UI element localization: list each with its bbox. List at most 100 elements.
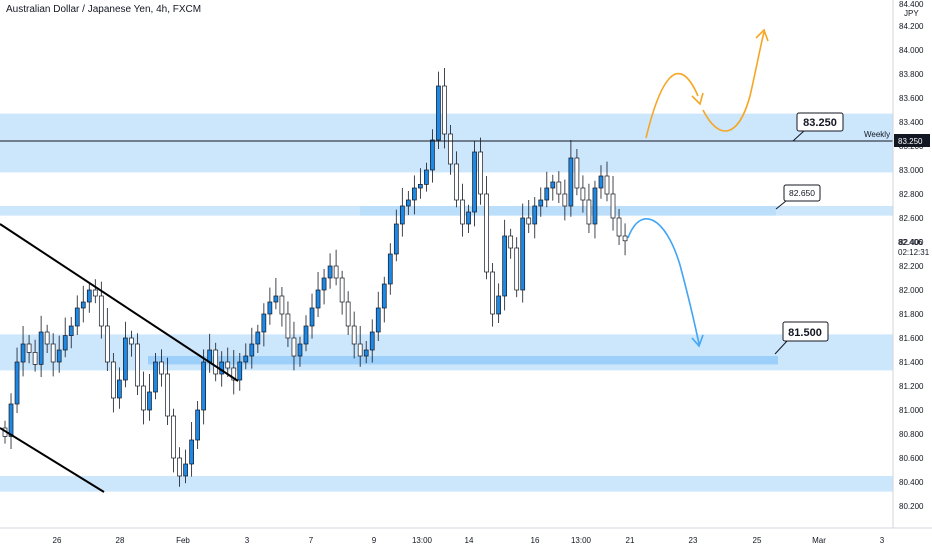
- weekly-label: Weekly: [864, 130, 890, 139]
- candle-67: [405, 191, 411, 215]
- candle-body: [26, 343, 32, 353]
- candle-24: [147, 374, 152, 421]
- candle-body: [399, 205, 405, 225]
- candle-48: [291, 321, 297, 371]
- orange-arrowhead-2: [755, 28, 769, 42]
- candle-body: [98, 295, 104, 327]
- candle-body: [165, 373, 170, 417]
- candle-body: [86, 289, 92, 303]
- candle-body: [111, 361, 116, 399]
- candle-80: [484, 176, 489, 280]
- candle-body: [201, 361, 207, 411]
- candle-6: [38, 315, 44, 377]
- candle-body: [430, 139, 435, 171]
- price-tick-2: 83.800: [899, 70, 924, 79]
- price-tick-16: 81.000: [899, 406, 924, 415]
- candle-body: [574, 157, 580, 189]
- candle-25: [153, 353, 158, 400]
- candle-29: [177, 447, 182, 487]
- candle-101: [610, 176, 616, 231]
- zone-81500-band: [148, 356, 778, 365]
- candle-body: [424, 169, 429, 185]
- candle-body: [369, 331, 375, 351]
- candle-14: [86, 282, 92, 313]
- time-tick-13: Mar: [812, 536, 826, 545]
- candle-body: [171, 415, 176, 459]
- candle-body: [249, 343, 255, 357]
- candle-50: [303, 315, 309, 352]
- candle-body: [309, 307, 315, 327]
- candle-53: [321, 269, 327, 305]
- candle-body: [14, 361, 20, 405]
- level-callouts: 83.250 Weekly 82.650 81.500: [774, 112, 890, 355]
- upper-channel-line[interactable]: [0, 223, 239, 382]
- countdown-label: 02:12:31: [898, 248, 930, 257]
- candle-9: [56, 335, 62, 373]
- price-tick-4: 83.400: [899, 118, 924, 127]
- price-tick-1: 84.000: [899, 46, 924, 55]
- zone-3[interactable]: [0, 476, 893, 492]
- candle-46: [279, 287, 285, 327]
- time-tick-3: 3: [245, 536, 250, 545]
- zone-2[interactable]: [0, 334, 893, 371]
- candle-88: [532, 197, 538, 239]
- candle-32: [195, 401, 200, 449]
- callout-box-82650[interactable]: [783, 184, 821, 202]
- price-tick-9: 82.400: [899, 238, 924, 247]
- candle-2: [14, 347, 20, 413]
- candle-60: [363, 341, 369, 364]
- candle-body: [550, 181, 556, 189]
- time-tick-14: 3: [880, 536, 885, 545]
- candle-body: [243, 355, 249, 363]
- candle-body: [291, 337, 297, 357]
- callout-box-81500[interactable]: [782, 321, 829, 342]
- candle-body: [478, 151, 483, 195]
- candle-body: [195, 409, 200, 441]
- candle-10: [62, 317, 68, 358]
- candle-body: [80, 301, 86, 309]
- orange-arrow-up-1[interactable]: [645, 72, 699, 139]
- candle-54: [327, 253, 333, 289]
- candle-99: [598, 165, 604, 199]
- candle-76: [460, 183, 465, 237]
- price-axis[interactable]: 84.400 JPY 84.200 84.000 83.800 83.600 83.40…: [892, 0, 930, 528]
- candle-68: [412, 175, 417, 215]
- blue-arrow-down[interactable]: [627, 218, 700, 345]
- lower-channel-line[interactable]: [0, 427, 105, 493]
- time-axis[interactable]: 26 28 Feb 3 7 9 13:00 14 16 13:00 21 23 25 Mar 3: [0, 527, 932, 545]
- candle-43: [261, 303, 267, 347]
- candle-59: [357, 326, 363, 367]
- candle-body: [153, 361, 158, 393]
- candle-body: [20, 343, 26, 363]
- candle-37: [225, 347, 231, 377]
- candle-body: [520, 217, 526, 291]
- candle-body: [44, 331, 50, 345]
- candle-11: [68, 317, 74, 349]
- candle-69: [418, 168, 423, 199]
- candle-body: [267, 301, 273, 315]
- candle-body: [231, 367, 237, 381]
- candle-body: [472, 151, 477, 213]
- candle-body: [580, 187, 586, 201]
- orange-arrowhead-1: [691, 92, 704, 106]
- orange-arrow-up-2[interactable]: [702, 31, 765, 132]
- candle-89: [538, 187, 544, 217]
- candle-body: [381, 283, 387, 309]
- candle-94: [568, 140, 574, 217]
- callout-box-83250[interactable]: [796, 112, 844, 132]
- candle-18: [111, 353, 116, 413]
- candle-92: [556, 171, 562, 203]
- candle-body: [123, 337, 128, 381]
- candle-63: [381, 276, 387, 323]
- candle-26: [159, 349, 164, 387]
- candle-body: [62, 335, 68, 351]
- candle-body: [454, 163, 459, 201]
- candle-body: [339, 277, 345, 303]
- candle-body: [412, 187, 417, 201]
- price-tick-15: 81.200: [899, 382, 924, 391]
- candle-95: [574, 149, 580, 196]
- candle-75: [454, 151, 459, 208]
- candle-93: [562, 179, 568, 221]
- candle-body: [616, 217, 622, 237]
